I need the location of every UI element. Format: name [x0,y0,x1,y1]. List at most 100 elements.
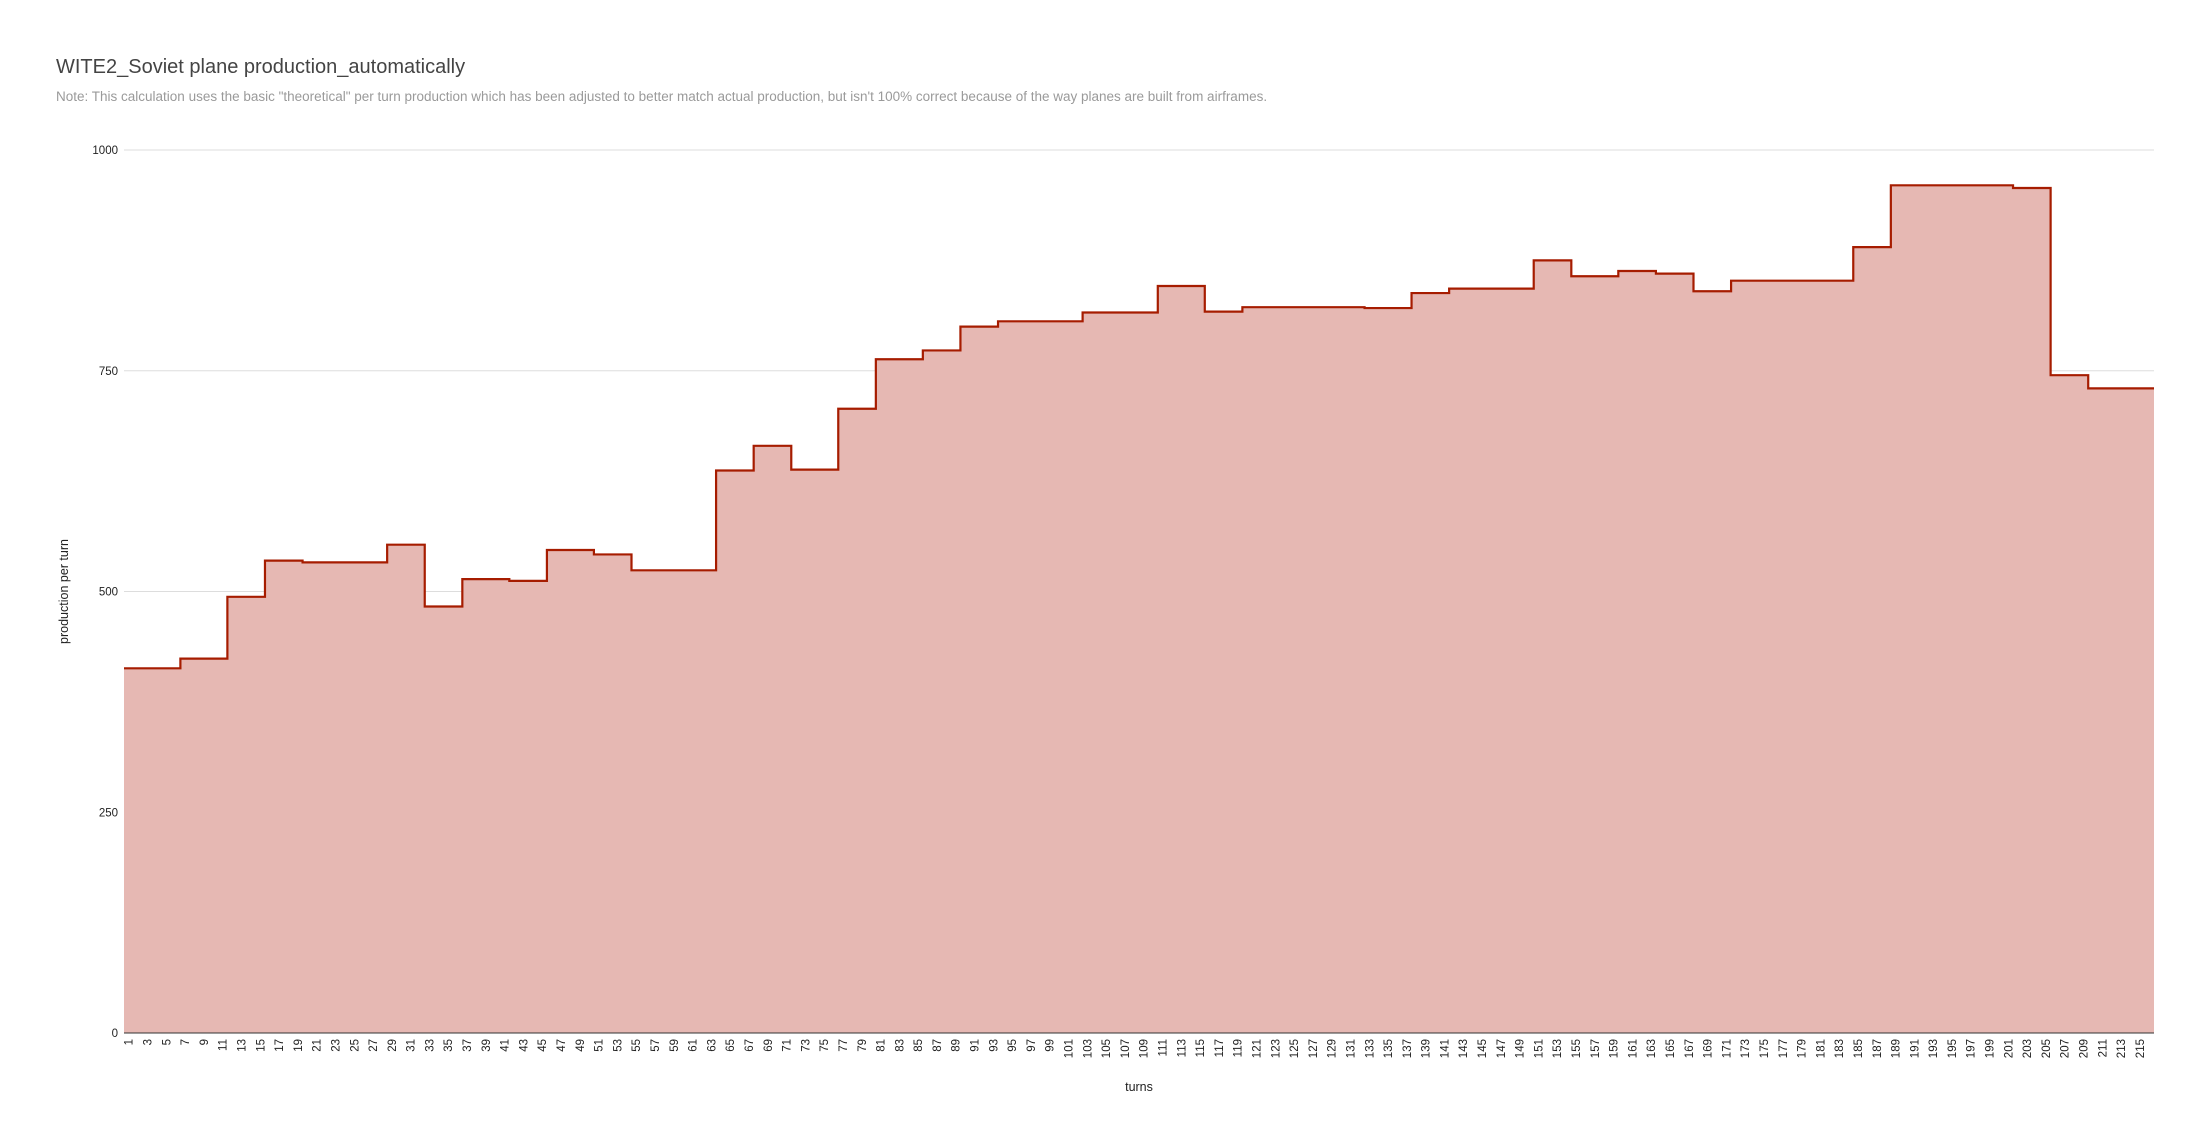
x-tick-label: 83 [894,1039,906,1052]
x-tick-label: 153 [1552,1039,1564,1058]
x-tick-label: 109 [1139,1039,1151,1058]
x-tick-label: 139 [1421,1039,1433,1058]
x-tick-label: 81 [876,1039,888,1052]
x-tick-label: 79 [857,1039,869,1052]
y-tick-label: 0 [112,1028,118,1040]
x-tick-label: 77 [838,1039,850,1052]
x-tick-label: 57 [650,1039,662,1052]
x-tick-label: 43 [518,1039,530,1052]
x-tick-label: 155 [1571,1039,1583,1058]
x-tick-label: 193 [1928,1039,1940,1058]
x-tick-label: 147 [1496,1039,1508,1058]
x-tick-label: 121 [1251,1039,1263,1058]
x-tick-label: 87 [932,1039,944,1052]
x-tick-label: 33 [424,1039,436,1052]
x-tick-label: 197 [1966,1039,1978,1058]
x-tick-label: 99 [1045,1039,1057,1052]
x-tick-label: 203 [2022,1039,2034,1058]
x-tick-label: 9 [199,1039,211,1045]
x-tick-label: 27 [368,1039,380,1052]
x-tick-label: 31 [406,1039,418,1052]
y-tick-label: 500 [99,587,118,599]
x-tick-label: 51 [594,1039,606,1052]
x-tick-label: 23 [330,1039,342,1052]
x-tick-label: 135 [1383,1039,1395,1058]
x-tick-label: 129 [1327,1039,1339,1058]
x-tick-label: 173 [1740,1039,1752,1058]
chart-title: WITE2_Soviet plane production_automatica… [56,56,466,78]
x-tick-label: 165 [1665,1039,1677,1058]
x-tick-label: 119 [1233,1039,1245,1057]
x-tick-label: 191 [1909,1039,1921,1058]
x-tick-label: 141 [1439,1039,1451,1058]
x-tick-label: 95 [1007,1039,1019,1052]
x-tick-label: 17 [274,1039,286,1052]
x-tick-label: 85 [913,1039,925,1052]
x-tick-label: 15 [255,1039,267,1052]
x-tick-label: 89 [951,1039,963,1052]
x-tick-label: 97 [1026,1039,1038,1052]
chart-subtitle: Note: This calculation uses the basic "t… [56,89,1268,104]
x-tick-label: 45 [537,1039,549,1052]
area-fill [124,185,2154,1033]
x-tick-label: 29 [387,1039,399,1052]
x-tick-label: 3 [142,1039,154,1045]
x-tick-label: 205 [2041,1039,2053,1058]
x-tick-label: 67 [744,1039,756,1052]
x-tick-label: 91 [970,1039,982,1052]
x-tick-label: 19 [293,1039,305,1052]
x-tick-label: 149 [1515,1039,1527,1058]
x-tick-label: 175 [1759,1039,1771,1058]
x-tick-label: 181 [1815,1039,1827,1058]
x-tick-label: 7 [180,1039,192,1045]
x-tick-label: 169 [1703,1039,1715,1058]
x-tick-label: 167 [1684,1039,1696,1058]
x-tick-label: 103 [1082,1039,1094,1058]
x-tick-label: 215 [2135,1039,2147,1058]
x-tick-label: 47 [556,1039,568,1052]
x-tick-label: 115 [1195,1039,1207,1057]
x-tick-label: 185 [1853,1039,1865,1058]
x-tick-label: 39 [481,1039,493,1052]
x-axis-ticks: 1 3 5 7 9 11 13 15 17 19 21 23 25 27 29 31 33 35 37 39 41 43 4… [124,1039,2147,1058]
y-tick-label: 1000 [92,145,118,157]
y-axis-ticks: 0 250 500 750 1000 [92,145,118,1040]
x-tick-label: 61 [688,1039,700,1052]
x-tick-label: 5 [161,1039,173,1045]
x-tick-label: 117 [1214,1039,1226,1057]
x-tick-label: 157 [1590,1039,1602,1058]
x-tick-label: 131 [1345,1039,1357,1058]
x-tick-label: 209 [2079,1039,2091,1058]
x-tick-label: 69 [763,1039,775,1052]
x-tick-label: 183 [1834,1039,1846,1058]
x-tick-label: 179 [1797,1039,1809,1058]
x-tick-label: 75 [819,1039,831,1052]
x-tick-label: 25 [349,1039,361,1052]
x-tick-label: 93 [988,1039,1000,1052]
x-tick-label: 189 [1891,1039,1903,1058]
x-tick-label: 171 [1721,1039,1733,1058]
x-tick-label: 63 [706,1039,718,1052]
x-tick-label: 151 [1533,1039,1545,1058]
x-tick-label: 35 [443,1039,455,1052]
x-tick-label: 213 [2116,1039,2128,1058]
x-axis-label: turns [1125,1080,1153,1094]
x-tick-label: 13 [236,1039,248,1052]
x-tick-label: 201 [2003,1039,2015,1058]
series-line [124,184,2154,670]
x-tick-label: 127 [1308,1039,1320,1058]
x-tick-label: 21 [312,1039,324,1052]
x-tick-label: 113 [1176,1039,1188,1057]
x-tick-label: 73 [800,1039,812,1052]
x-tick-label: 53 [612,1039,624,1052]
x-tick-label: 177 [1778,1039,1790,1058]
y-axis-label: production per turn [57,539,71,644]
x-tick-label: 133 [1364,1039,1376,1058]
x-tick-label: 145 [1477,1039,1489,1058]
x-tick-label: 143 [1458,1039,1470,1058]
x-tick-label: 49 [575,1039,587,1052]
x-tick-label: 161 [1627,1039,1639,1058]
y-tick-label: 250 [99,807,118,819]
x-tick-label: 71 [782,1039,794,1052]
